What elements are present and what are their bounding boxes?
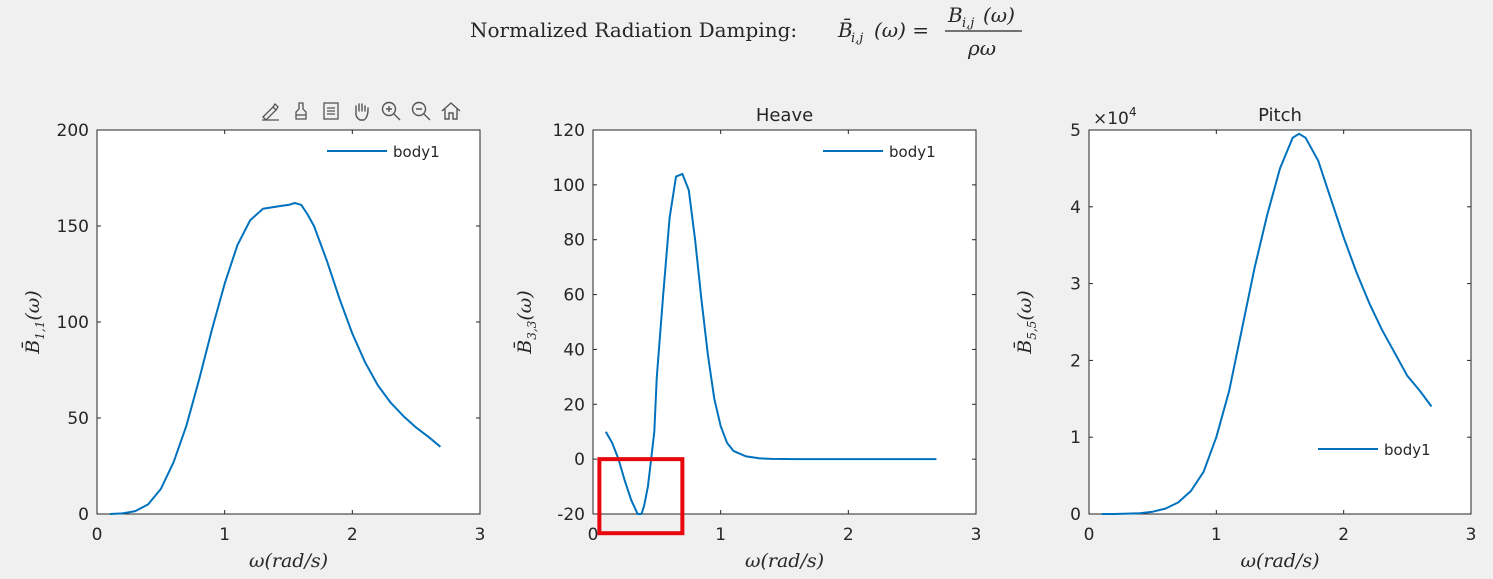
brush-edit-button[interactable] [258,98,284,124]
legend-entry: body1 [1384,441,1431,459]
title-numerator-arg: (ω) [983,3,1015,27]
y-axis-label: B̄1,1(ω) [21,290,47,354]
highlight-box [597,457,685,536]
y-tick-label: 50 [67,409,89,429]
data-tip-button[interactable] [288,98,314,124]
series-line-body1[interactable] [109,202,442,515]
zoom-out-button[interactable] [408,98,434,124]
legend-toggle-icon [323,102,339,120]
title-text: Normalized Radiation Damping: [470,18,797,42]
y-tick-label: 0 [78,505,89,525]
x-axis-label: ω(rad/s) [1240,550,1319,572]
x-tick-label: 0 [588,525,599,545]
y-exponent-label: ×10 [1093,109,1129,129]
legend[interactable]: body1 [1318,441,1431,459]
zoom-in-icon [381,101,401,121]
y-tick-label: 4 [1070,198,1081,218]
zoom-in-button[interactable] [378,98,404,124]
axes-box [96,129,481,515]
y-tick-label: 5 [1070,121,1081,141]
y-tick-label: 120 [553,121,585,141]
y-tick-label: 150 [57,217,89,237]
x-tick-label: 3 [1466,525,1477,545]
x-tick-label: 1 [1211,525,1222,545]
y-tick-label: 0 [1070,505,1081,525]
series-line-body1[interactable] [1101,132,1433,515]
legend[interactable]: body1 [327,143,440,161]
y-tick-label: 80 [563,231,585,251]
x-tick-label: 0 [92,525,103,545]
data-tip-icon [295,102,307,120]
axes-toolbar [258,98,464,124]
title-denominator: ρω [967,36,996,60]
legend-toggle-button[interactable] [318,98,344,124]
axes-title: Heave [756,105,813,126]
legend[interactable]: body1 [823,143,936,161]
pan-hand-icon [355,103,369,121]
home-restore-icon [441,102,461,120]
y-tick-label: 100 [553,176,585,196]
axes-box [1088,129,1472,515]
y-exponent-power: 4 [1129,105,1137,119]
axes-2[interactable]: 0 1 2 3-20020406080100120Heaveω(rad/s)B̄3,3… [513,105,982,572]
x-tick-label: 2 [843,525,854,545]
axes-box [592,129,977,515]
x-tick-label: 3 [971,525,982,545]
x-tick-label: 2 [1338,525,1349,545]
x-tick-label: 0 [1084,525,1095,545]
zoom-out-icon [411,101,431,121]
y-tick-label: 0 [574,450,585,470]
x-tick-label: 1 [219,525,230,545]
legend-entry: body1 [889,143,936,161]
y-tick-label: 100 [57,313,89,333]
y-axis-label: B̄3,3(ω) [513,290,539,354]
legend-entry: body1 [393,143,440,161]
y-tick-label: 20 [563,395,585,415]
y-tick-label: 40 [563,340,585,360]
figure-title: Normalized Radiation Damping: B̄ i,j (ω)… [470,3,1022,60]
x-tick-label: 1 [715,525,726,545]
axes-1[interactable]: 0 1 2 3 0 50 100 150 200 ω(rad/s) B̄1,1(ω) body1 [21,121,486,572]
series-line-body1[interactable] [604,172,937,515]
x-tick-label: 3 [475,525,486,545]
title-lhs: B̄ [837,17,853,42]
title-numerator-sub: i,j [962,16,974,31]
x-axis-label: ω(rad/s) [745,550,824,572]
x-axis-label: ω(rad/s) [249,550,328,572]
y-tick-label: 200 [57,121,89,141]
y-tick-label: 1 [1070,428,1081,448]
brush-edit-icon [262,102,279,121]
y-tick-label: 2 [1070,351,1081,371]
title-lhs-arg: (ω) = [874,18,929,42]
restore-view-button[interactable] [438,98,464,124]
title-lhs-sub: i,j [851,31,863,46]
axes-title: Pitch [1258,105,1302,126]
y-tick-label: 60 [563,286,585,306]
title-numerator: B [947,3,963,27]
x-tick-label: 2 [347,525,358,545]
y-tick-label: 3 [1070,275,1081,295]
pan-button[interactable] [348,98,374,124]
y-tick-label: -20 [557,505,585,525]
y-axis-label: B̄5,5(ω) [1013,290,1039,354]
